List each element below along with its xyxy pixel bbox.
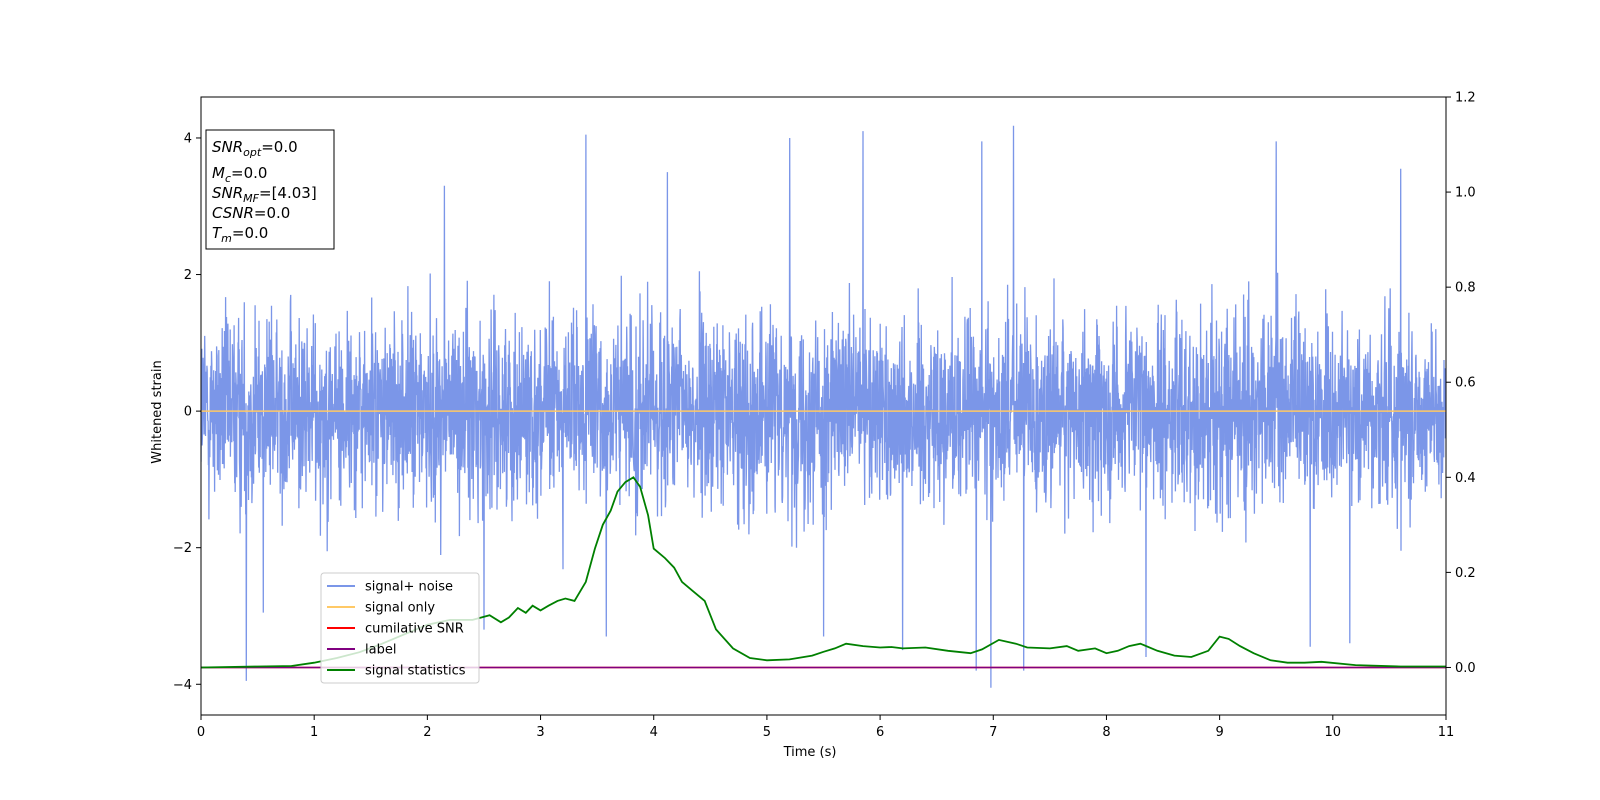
info-snr-opt: SNRopt=0.0 bbox=[212, 138, 298, 159]
series-signal-statistics bbox=[201, 476, 1446, 669]
info-csnr: CSNR=0.0 bbox=[212, 204, 290, 222]
y2-tick-label: 1.2 bbox=[1455, 91, 1476, 106]
legend-label-signal-noise: signal+ noise bbox=[365, 580, 453, 595]
info-snr-mf: SNRMF=[4.03] bbox=[212, 184, 317, 205]
info-box: SNRopt=0.0 Mc=0.0 SNRMF=[4.03] CSNR=0.0 … bbox=[205, 129, 335, 250]
legend-label-signal-only: signal only bbox=[365, 601, 435, 616]
info-mc: Mc=0.0 bbox=[212, 164, 267, 185]
x-tick-label: 2 bbox=[423, 725, 431, 740]
y2-tick-label: 0.0 bbox=[1455, 661, 1476, 676]
x-tick-label: 11 bbox=[1438, 725, 1455, 740]
x-tick-label: 10 bbox=[1325, 725, 1342, 740]
plot-frame bbox=[200, 96, 1447, 716]
y-tick-label: 2 bbox=[184, 268, 192, 283]
axes: 0 1 2 3 4 5 6 7 8 9 10 11 −4 −2 0 2 4 0.0 0.2 0.4 0.6 0.8 1.0 1… bbox=[173, 91, 1476, 741]
legend-label-signal-statistics: signal statistics bbox=[365, 664, 466, 679]
y2-tick-label: 1.0 bbox=[1455, 186, 1476, 201]
legend: signal+ noise signal only cumilative SNR… bbox=[320, 572, 480, 684]
x-tick-label: 0 bbox=[197, 725, 205, 740]
x-tick-label: 6 bbox=[876, 725, 884, 740]
y-tick-label: −4 bbox=[173, 678, 192, 693]
x-tick-label: 5 bbox=[763, 725, 771, 740]
x-axis-title: Time (s) bbox=[783, 745, 837, 760]
y-tick-label: −2 bbox=[173, 541, 192, 556]
y2-tick-label: 0.2 bbox=[1455, 566, 1476, 581]
legend-frame bbox=[320, 572, 480, 684]
info-tm: Tm=0.0 bbox=[212, 224, 268, 245]
y-tick-label: 4 bbox=[184, 131, 192, 146]
y-axis-title: Whitened strain bbox=[150, 360, 165, 463]
x-tick-label: 4 bbox=[650, 725, 658, 740]
y-tick-label: 0 bbox=[184, 405, 192, 420]
y2-tick-label: 0.8 bbox=[1455, 281, 1476, 296]
x-tick-label: 7 bbox=[989, 725, 997, 740]
legend-label-label: label bbox=[365, 643, 396, 658]
x-tick-label: 9 bbox=[1215, 725, 1223, 740]
info-box-frame bbox=[205, 129, 335, 250]
series-signal-noise bbox=[201, 125, 1446, 688]
y2-tick-label: 0.4 bbox=[1455, 471, 1476, 486]
legend-label-cumulative-snr: cumilative SNR bbox=[365, 622, 464, 637]
x-tick-label: 1 bbox=[310, 725, 318, 740]
x-tick-label: 3 bbox=[536, 725, 544, 740]
y2-tick-label: 0.6 bbox=[1455, 376, 1476, 391]
x-tick-label: 8 bbox=[1102, 725, 1110, 740]
